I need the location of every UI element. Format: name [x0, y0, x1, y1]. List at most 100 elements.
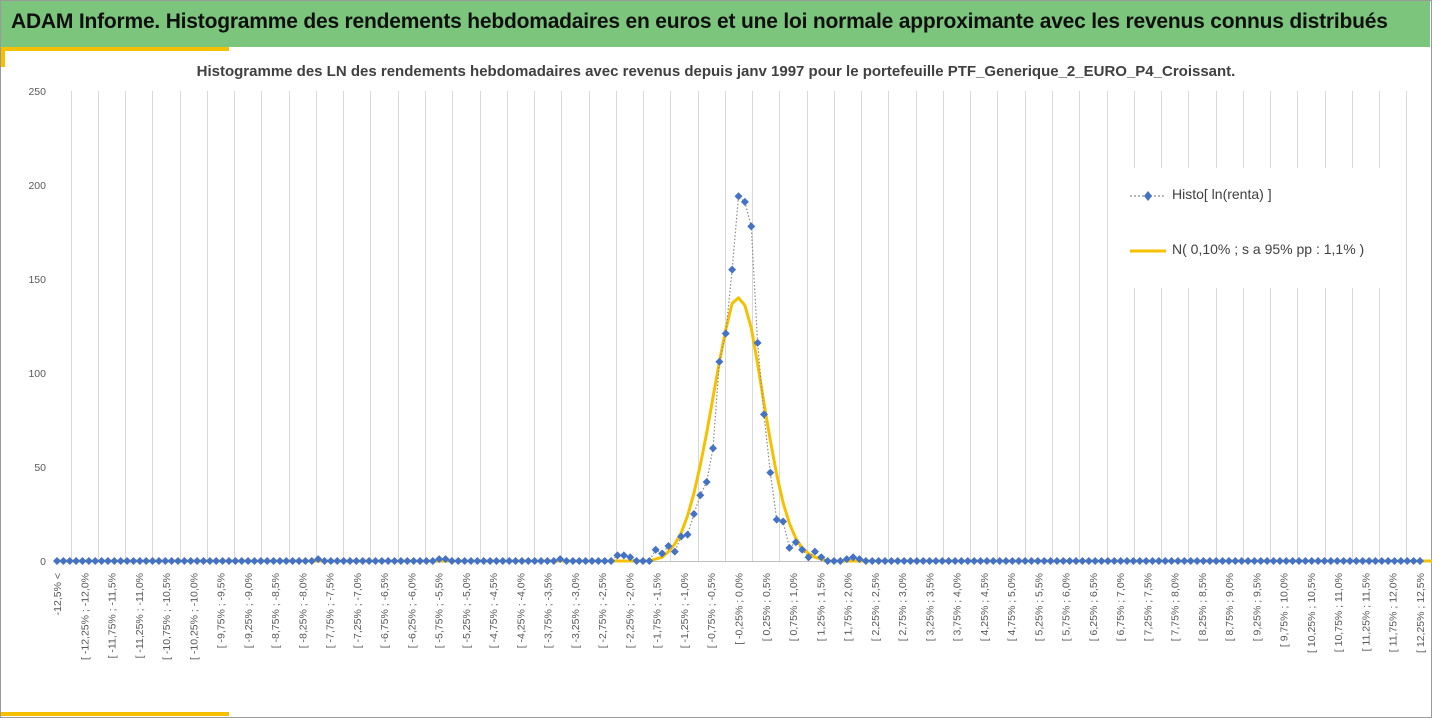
x-tick-label: [ -8,25% ; -8,0% — [297, 573, 309, 648]
histogram-point — [263, 557, 272, 565]
histogram-point — [1365, 557, 1374, 565]
histogram-point — [900, 557, 909, 565]
x-tick-label: [ 5,25% ; 5,5% — [1033, 573, 1045, 641]
histogram-point — [1078, 557, 1087, 565]
histogram-point — [696, 491, 705, 500]
histogram-point — [1193, 557, 1202, 565]
histogram-point — [1390, 557, 1399, 565]
histogram-point — [1021, 557, 1030, 565]
histogram-point — [963, 557, 972, 565]
legend-label-normal: N( 0,10% ; s a 95% pp : 1,1% ) — [1172, 241, 1365, 257]
histogram-point — [1263, 557, 1272, 565]
histogram-point — [728, 265, 737, 274]
histogram-point — [1269, 557, 1278, 565]
histogram-point — [167, 557, 176, 565]
histogram-point — [588, 557, 597, 565]
histogram-point — [1065, 557, 1074, 565]
histogram-point — [842, 555, 851, 564]
histogram-point — [677, 532, 686, 541]
histogram-point — [371, 557, 380, 565]
x-tick-label: [ -7,75% ; -7,5% — [325, 573, 337, 648]
histogram-point — [231, 557, 240, 565]
x-tick-label: [ -11,25% ; -11,0% — [134, 573, 146, 658]
histogram-point — [59, 557, 68, 565]
histogram-point — [1416, 557, 1424, 565]
x-tick-label: [ 11,75% ; 12,0% — [1388, 573, 1400, 652]
histogram-point — [467, 557, 475, 565]
histogram-point — [549, 557, 558, 565]
x-tick-label: [ 8,25% ; 8,5% — [1197, 573, 1209, 641]
x-tick-label: [ -10,25% ; -10,0% — [188, 573, 200, 660]
histogram-point — [110, 557, 119, 565]
x-tick-label: [ 6,25% ; 6,5% — [1088, 573, 1100, 641]
histogram-point — [651, 545, 660, 554]
histogram-point — [607, 557, 616, 565]
histogram-point — [237, 557, 246, 565]
histogram-point — [498, 557, 507, 565]
y-tick-label: 100 — [28, 368, 46, 380]
x-tick-label: [ 8,75% ; 9,0% — [1224, 573, 1236, 641]
histogram-point — [123, 557, 132, 565]
histogram-point — [492, 557, 501, 565]
histogram-point — [365, 557, 374, 565]
legend: Histo[ ln(renta) ] N( 0,10% ; s a 95% pp… — [1108, 168, 1398, 288]
accent-bar-bottom — [1, 712, 229, 716]
histogram-point — [855, 555, 864, 564]
histogram-point — [275, 557, 284, 565]
histogram-point — [600, 557, 609, 565]
histogram-point — [511, 557, 520, 565]
histogram-point — [1256, 557, 1265, 565]
histogram-point — [180, 557, 189, 565]
histogram-point — [441, 555, 450, 564]
x-tick-label: [ 2,75% ; 3,0% — [897, 573, 909, 641]
x-tick-label: [ 7,25% ; 7,5% — [1142, 573, 1154, 641]
histogram-point — [78, 557, 87, 565]
histogram-point — [1033, 557, 1042, 565]
histogram-point — [1339, 557, 1348, 565]
chart-title: Histogramme des LN des rendements hebdom… — [196, 63, 1236, 80]
histogram-point — [785, 543, 794, 552]
histogram-point — [1294, 557, 1303, 565]
histogram-point — [664, 541, 673, 550]
histogram-point — [989, 557, 998, 565]
histogram-point — [1352, 557, 1361, 565]
accent-bar-left — [1, 47, 5, 67]
histogram-point — [1326, 557, 1335, 565]
gridlines — [71, 91, 1407, 561]
histogram-point — [199, 557, 208, 565]
histogram-point — [135, 557, 144, 565]
histogram-series — [53, 192, 1424, 565]
x-tick-label: [ -8,75% ; -8,5% — [270, 573, 282, 648]
histogram-point — [887, 557, 896, 565]
accent-bar-top — [1, 47, 229, 51]
histogram-point — [709, 444, 718, 453]
x-tick-label: [ -0,75% ; -0,5% — [706, 573, 718, 648]
y-tick-label: 250 — [28, 86, 46, 98]
histogram-point — [766, 468, 775, 477]
histogram-point — [1135, 557, 1144, 565]
histogram-point — [1129, 557, 1138, 565]
histogram-point — [734, 192, 743, 201]
x-tick-label: [ 4,25% ; 4,5% — [979, 573, 991, 641]
x-tick-label: [ 4,75% ; 5,0% — [1006, 573, 1018, 641]
histogram-point — [1358, 557, 1367, 565]
histogram-point — [447, 557, 456, 565]
histogram-point — [772, 515, 781, 524]
histogram-point — [868, 557, 877, 565]
histogram-point — [632, 557, 641, 565]
histogram-point — [1231, 557, 1240, 565]
histogram-point — [186, 557, 195, 565]
histogram-point — [333, 557, 342, 565]
histogram-point — [543, 557, 552, 565]
histogram-point — [1345, 557, 1354, 565]
histogram-point — [269, 557, 278, 565]
x-tick-label: [ 9,25% ; 9,5% — [1251, 573, 1263, 641]
histogram-point — [1180, 557, 1189, 565]
histogram-point — [129, 557, 138, 565]
histogram-point — [1333, 557, 1342, 565]
x-tick-label: [ 5,75% ; 6,0% — [1061, 573, 1073, 641]
histogram-point — [537, 557, 546, 565]
histogram-point — [212, 557, 221, 565]
histogram-point — [970, 557, 979, 565]
histogram-point — [874, 557, 883, 565]
